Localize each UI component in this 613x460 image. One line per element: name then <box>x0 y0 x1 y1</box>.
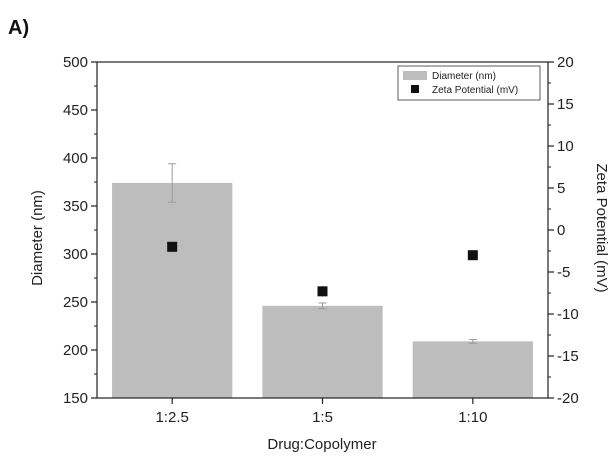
bar-1:5 <box>262 305 383 398</box>
y-right-tick-label: 0 <box>557 222 565 239</box>
y-left-tick-label: 400 <box>63 150 88 167</box>
point-1:5 <box>317 286 328 297</box>
y-axis-right-title: Zeta Potential (mV) <box>593 163 610 292</box>
y-right-tick-label: 10 <box>557 138 574 155</box>
legend-swatch-diameter <box>403 71 427 80</box>
legend: Diameter (nm) Zeta Potential (mV) <box>397 65 541 101</box>
legend-label-zeta: Zeta Potential (mV) <box>432 85 518 96</box>
panel-label: A) <box>8 17 29 39</box>
y-right-tick-label: 20 <box>557 54 574 71</box>
y-right-tick-label: 5 <box>557 180 565 197</box>
y-left-tick-label: 200 <box>63 342 88 359</box>
point-1:10 <box>467 250 478 261</box>
y-left-tick-label: 350 <box>63 198 88 215</box>
bar-1:10 <box>412 341 533 398</box>
y-right-tick-label: -5 <box>557 264 570 281</box>
y-right-tick-label: -10 <box>557 306 579 323</box>
y-left-tick-label: 300 <box>63 246 88 263</box>
y-right-tick-label: -20 <box>557 390 579 407</box>
legend-swatch-zeta <box>411 85 419 93</box>
bar-1:2.5 <box>112 182 233 398</box>
x-tick-label: 1:2.5 <box>155 409 188 426</box>
y-left-tick-label: 500 <box>63 54 88 71</box>
y-right-tick-label: 15 <box>557 96 574 113</box>
legend-label-diameter: Diameter (nm) <box>432 71 496 82</box>
y-left-tick-label: 450 <box>63 102 88 119</box>
axes: 150 200 250 300 350 400 450 500 -20 -15 -10 -5 0 5 10 1… <box>63 54 579 426</box>
y-left-tick-label: 150 <box>63 390 88 407</box>
y-axis-left-title: Diameter (nm) <box>29 190 46 286</box>
x-axis-title: Drug:Copolymer <box>267 436 376 453</box>
x-tick-label: 1:5 <box>312 409 333 426</box>
x-tick-label: 1:10 <box>458 409 487 426</box>
y-left-tick-label: 250 <box>63 294 88 311</box>
plot-area <box>112 163 533 398</box>
y-right-tick-label: -15 <box>557 348 579 365</box>
point-1:2.5 <box>167 241 178 252</box>
